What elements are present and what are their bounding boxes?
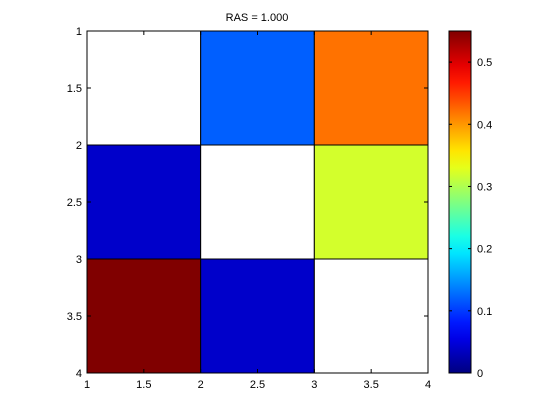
y-axis: 1 1.5 2 2.5 3 3.5 4 xyxy=(67,26,428,380)
x-tick-label: 3.5 xyxy=(364,379,379,391)
x-tick-label: 1 xyxy=(84,379,90,391)
y-tick-label: 2.5 xyxy=(67,197,82,209)
chart-title: RAS = 1.000 xyxy=(226,12,289,24)
x-tick-label: 2.5 xyxy=(250,379,265,391)
heatmap-cell-r1-c1 xyxy=(86,30,202,146)
y-tick-label: 1.5 xyxy=(67,83,82,95)
colorbar-tick-label: 0.2 xyxy=(477,244,492,256)
heatmap-cell-r3-c1 xyxy=(86,258,202,374)
x-tick-label: 1.5 xyxy=(136,379,151,391)
y-tick-label: 4 xyxy=(76,368,82,380)
x-axis: 1 1.5 2 2.5 3 3.5 4 xyxy=(84,31,431,391)
x-tick-label: 3 xyxy=(311,379,317,391)
heatmap-cell-r1-c3 xyxy=(313,30,429,146)
colorbar-tick-label: 0.3 xyxy=(477,181,492,193)
heatmap-cell-r1-c2 xyxy=(200,30,315,146)
heatmap-cells xyxy=(86,30,429,374)
colorbar-axis: 0 0.1 0.2 0.3 0.4 0.5 xyxy=(449,57,492,380)
colorbar xyxy=(448,30,472,374)
heatmap-cell-r3-c2 xyxy=(200,258,315,374)
x-tick-label: 4 xyxy=(425,379,431,391)
heatmap-cell-r2-c2 xyxy=(200,144,315,260)
y-tick-label: 2 xyxy=(76,140,82,152)
y-tick-label: 1 xyxy=(76,26,82,38)
y-tick-label: 3 xyxy=(76,254,82,266)
colorbar-tick-label: 0.1 xyxy=(477,306,492,318)
x-tick-label: 2 xyxy=(198,379,204,391)
heatmap-cell-r2-c1 xyxy=(86,144,202,260)
colorbar-tick-label: 0.5 xyxy=(477,57,492,69)
heatmap-cell-r3-c3 xyxy=(313,258,429,374)
y-tick-label: 3.5 xyxy=(67,311,82,323)
colorbar-tick-label: 0.4 xyxy=(477,119,492,131)
heatmap-cell-r2-c3 xyxy=(313,144,429,260)
colorbar-tick-label: 0 xyxy=(477,368,483,380)
